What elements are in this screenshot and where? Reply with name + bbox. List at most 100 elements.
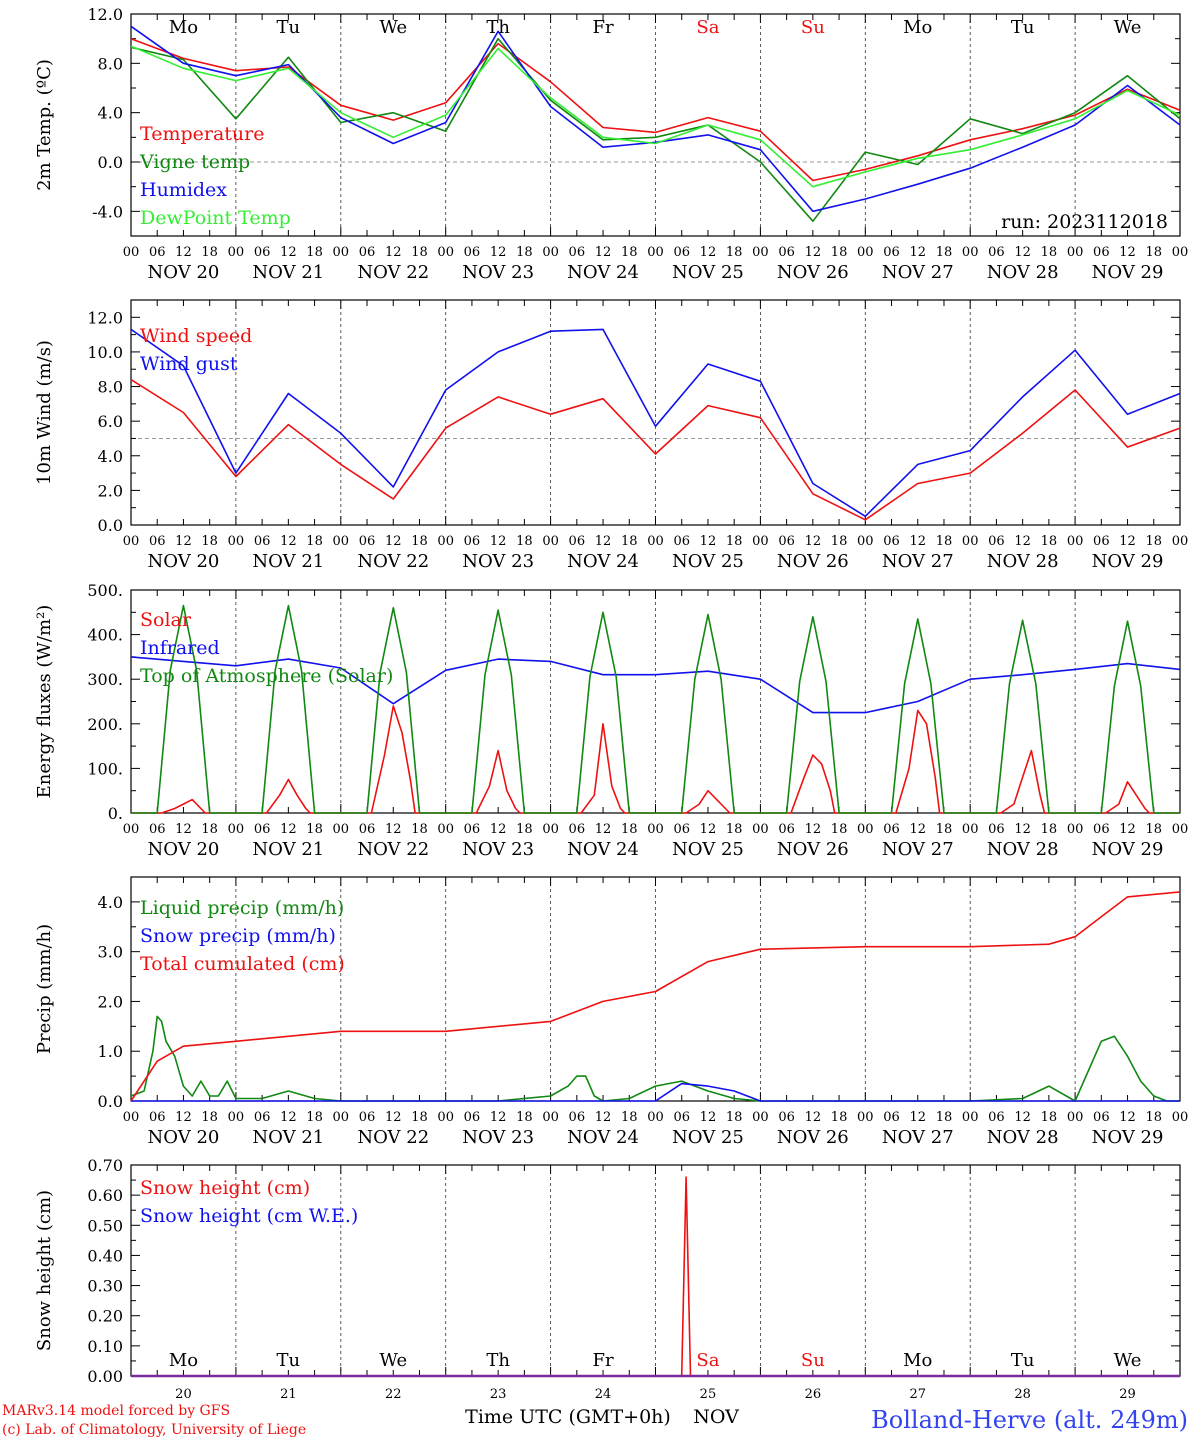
- hour-tick-label: 12: [595, 245, 612, 260]
- hour-tick-label: 00: [437, 245, 454, 260]
- date-label: NOV 27: [882, 1127, 954, 1148]
- hour-tick-label: 00: [333, 1110, 350, 1125]
- hour-tick-label: 00: [228, 245, 245, 260]
- panel-4: 4.0 3.0 2.0 1.0 0.0 Precip (mm/h) Liquid preci…: [34, 876, 1189, 1148]
- hour-tick-label: 06: [464, 1110, 481, 1125]
- day-of-week-label: Su: [801, 17, 825, 38]
- series-line-3: [130, 891, 1181, 1102]
- hour-tick-label: 12: [280, 1110, 297, 1125]
- day-of-week-label: Mo: [169, 17, 198, 38]
- hour-tick-label: 00: [228, 822, 245, 837]
- hour-tick-label: 00: [962, 822, 979, 837]
- hour-tick-label: 18: [1146, 822, 1163, 837]
- date-label: NOV 26: [777, 262, 849, 283]
- hour-tick-label: 12: [490, 245, 507, 260]
- date-label: NOV 20: [148, 551, 220, 572]
- hour-tick-label: 18: [936, 245, 953, 260]
- date-label: NOV 25: [672, 1127, 744, 1148]
- hour-tick-label: 00: [752, 534, 769, 549]
- date-label: NOV 27: [882, 839, 954, 860]
- hour-tick-label: 18: [726, 822, 743, 837]
- date-label: NOV 27: [882, 262, 954, 283]
- hour-tick-label: 12: [175, 1110, 192, 1125]
- y-tick-label: 12.0: [87, 5, 123, 24]
- day-of-week-label: We: [379, 1350, 407, 1371]
- hour-tick-label: 00: [752, 1110, 769, 1125]
- legend-entry: Humidex: [140, 179, 227, 201]
- y-tick-label: 100.: [87, 759, 123, 778]
- day-of-week-label: Tu: [277, 17, 301, 38]
- y-tick-label: 6.0: [98, 412, 123, 431]
- y-tick-label: 4.0: [98, 893, 123, 912]
- hour-tick-label: 00: [962, 245, 979, 260]
- hour-tick-label: 18: [831, 245, 848, 260]
- date-label: NOV 24: [567, 262, 639, 283]
- day-number-label: 26: [805, 1387, 822, 1402]
- day-number-label: 21: [280, 1387, 297, 1402]
- hour-tick-label: 18: [1041, 822, 1058, 837]
- hour-tick-label: 06: [359, 1110, 376, 1125]
- hour-tick-label: 12: [805, 534, 822, 549]
- hour-tick-label: 12: [909, 534, 926, 549]
- date-label: NOV 24: [567, 1127, 639, 1148]
- hour-tick-label: 18: [516, 245, 533, 260]
- day-number-label: 28: [1014, 1387, 1031, 1402]
- hour-tick-label: 12: [1014, 245, 1031, 260]
- legend-entry: Total cumulated (cm): [140, 953, 345, 975]
- hour-tick-label: 12: [805, 822, 822, 837]
- hour-tick-label: 18: [411, 534, 428, 549]
- legend-entry: Infrared: [140, 637, 220, 659]
- hour-tick-label: 18: [726, 534, 743, 549]
- hour-tick-label: 12: [1014, 1110, 1031, 1125]
- day-of-week-label: Th: [486, 17, 510, 38]
- hour-tick-label: 12: [909, 1110, 926, 1125]
- y-tick-label: 0.60: [87, 1186, 123, 1205]
- date-label: NOV 20: [148, 262, 220, 283]
- hour-tick-label: 18: [1146, 245, 1163, 260]
- hour-tick-label: 00: [228, 534, 245, 549]
- hour-tick-label: 06: [673, 822, 690, 837]
- hour-tick-label: 12: [909, 822, 926, 837]
- day-number-label: 23: [490, 1387, 507, 1402]
- hour-tick-label: 12: [175, 245, 192, 260]
- hour-tick-label: 00: [962, 534, 979, 549]
- hour-tick-label: 18: [516, 1110, 533, 1125]
- hour-tick-label: 18: [831, 534, 848, 549]
- hour-tick-label: 00: [123, 534, 140, 549]
- hour-tick-label: 12: [1014, 822, 1031, 837]
- series-line-4: [130, 45, 1181, 188]
- day-number-label: 24: [595, 1387, 612, 1402]
- y-tick-label: 8.0: [98, 378, 123, 397]
- date-label: NOV 21: [252, 551, 324, 572]
- run-label: run: 2023112018: [1001, 211, 1168, 233]
- date-label: NOV 22: [357, 839, 429, 860]
- hour-tick-label: 18: [726, 1110, 743, 1125]
- hour-tick-label: 00: [857, 1110, 874, 1125]
- hour-tick-label: 00: [752, 822, 769, 837]
- day-of-week-label: Tu: [277, 1350, 301, 1371]
- hour-tick-label: 00: [123, 1110, 140, 1125]
- hour-tick-label: 06: [149, 245, 166, 260]
- day-of-week-label: We: [379, 17, 407, 38]
- hour-tick-label: 12: [595, 534, 612, 549]
- hour-tick-label: 12: [490, 534, 507, 549]
- hour-tick-label: 12: [1014, 534, 1031, 549]
- hour-tick-label: 00: [123, 245, 140, 260]
- series-line-2: [130, 37, 1181, 222]
- date-label: NOV 28: [987, 262, 1059, 283]
- hour-tick-label: 18: [1041, 534, 1058, 549]
- hour-tick-label: 18: [621, 245, 638, 260]
- panel-3: 500. 400. 300. 200. 100. 0. Energy fluxes (W/m…: [34, 581, 1188, 860]
- x-axis-label: Time UTC (GMT+0h): [465, 1406, 671, 1428]
- hour-tick-label: 18: [1041, 1110, 1058, 1125]
- hour-tick-label: 12: [385, 534, 402, 549]
- hour-tick-label: 00: [647, 245, 664, 260]
- y-tick-label: 4.0: [98, 104, 123, 123]
- station-label: Bolland-Herve (alt. 249m): [871, 1406, 1188, 1434]
- hour-tick-label: 00: [1172, 822, 1189, 837]
- hour-tick-label: 12: [175, 822, 192, 837]
- date-label: NOV 28: [987, 551, 1059, 572]
- series-line-2: [130, 328, 1181, 518]
- day-of-week-label: Fr: [593, 17, 614, 38]
- hour-tick-label: 00: [1172, 1110, 1189, 1125]
